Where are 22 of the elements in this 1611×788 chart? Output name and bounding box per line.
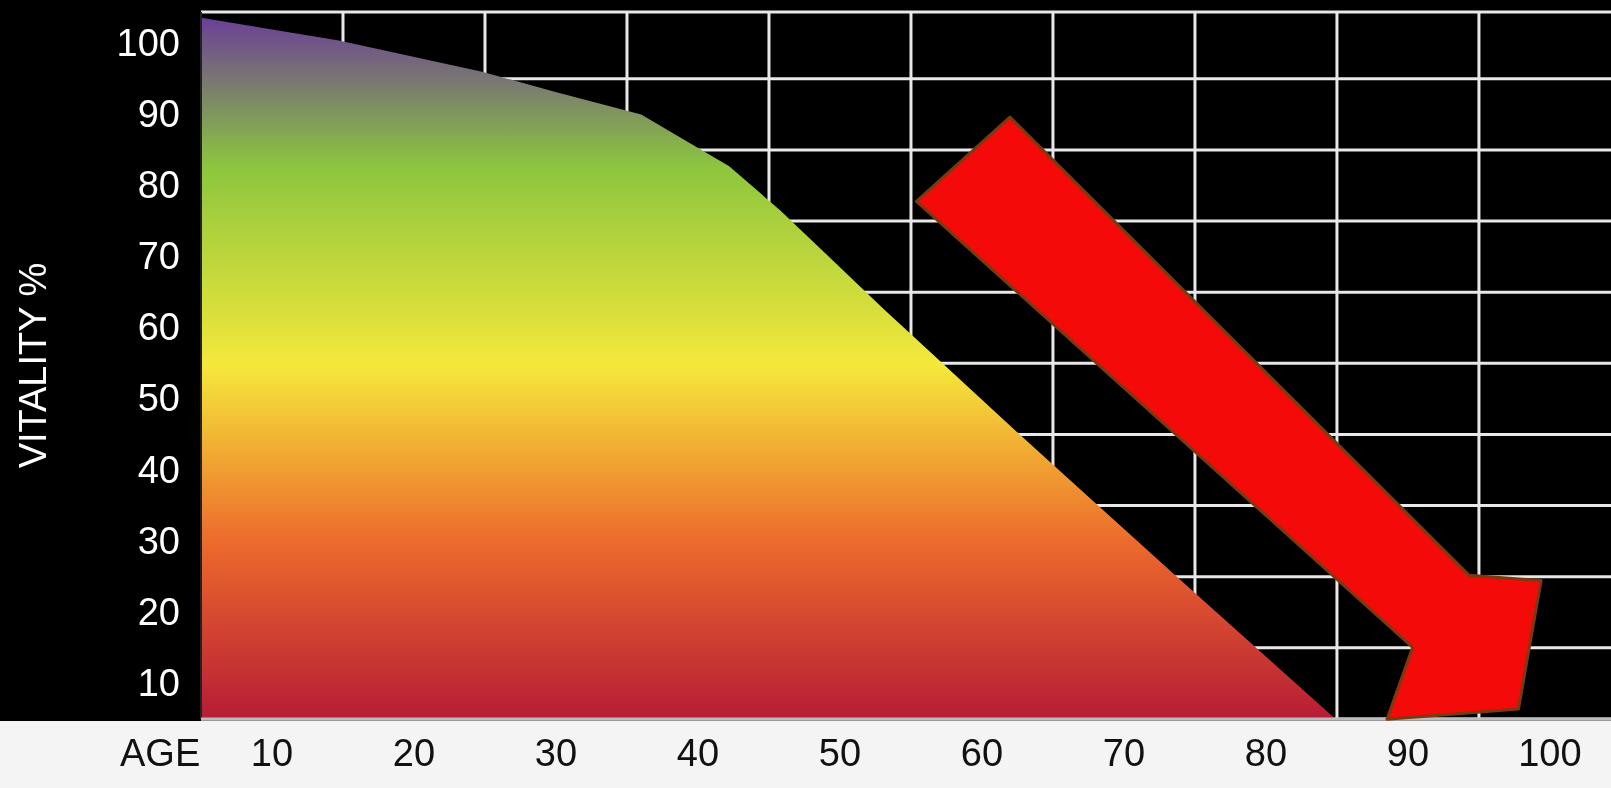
x-tick-label: 30: [534, 732, 578, 774]
x-axis-title: AGE: [120, 732, 201, 774]
y-tick-label: 90: [137, 92, 180, 135]
y-tick-label: 20: [137, 590, 180, 633]
x-tick-label: 10: [250, 732, 294, 774]
x-tick-label: 80: [1244, 732, 1288, 774]
y-tick-label: 30: [137, 519, 180, 562]
y-tick-label: 40: [137, 448, 180, 491]
x-tick-label: 100: [1518, 732, 1582, 774]
y-tick-label: 10: [137, 661, 180, 704]
y-tick-label: 80: [137, 164, 180, 207]
x-tick-label: 50: [818, 732, 862, 774]
y-tick-label: 50: [137, 377, 180, 420]
y-tick-label: 60: [137, 306, 180, 349]
x-tick-label: 60: [960, 732, 1004, 774]
y-axis-title: VITALITY %: [12, 262, 54, 469]
x-tick-label: 20: [392, 732, 436, 774]
x-tick-label: 90: [1386, 732, 1430, 774]
x-tick-label: 70: [1102, 732, 1146, 774]
y-tick-label: 70: [137, 235, 180, 278]
y-tick-label: 100: [116, 21, 180, 64]
x-tick-label: 40: [676, 732, 720, 774]
